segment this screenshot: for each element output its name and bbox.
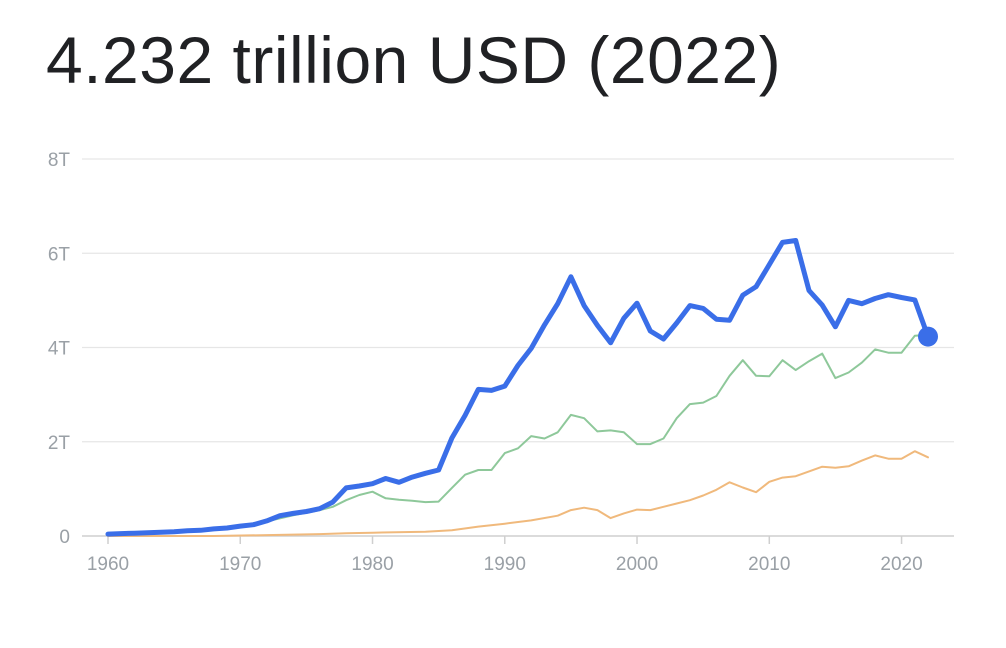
x-tick-label: 1960 [87, 554, 129, 575]
series-line-tertiary [107, 450, 929, 537]
x-tick-label: 1970 [219, 554, 261, 575]
x-tick-label: 1990 [484, 554, 526, 575]
x-tick-label: 2000 [616, 554, 658, 575]
chart-headline: 4.232 trillion USD (2022) [46, 23, 782, 97]
highlight-marker [918, 326, 938, 347]
y-tick-label: 0 [59, 527, 70, 548]
grid-lines [82, 158, 954, 544]
series-line-secondary [107, 333, 929, 536]
series-line-primary [105, 238, 931, 537]
y-tick-label: 8T [48, 150, 71, 171]
y-tick-label: 4T [48, 339, 71, 360]
series-lines [105, 238, 931, 537]
x-tick-label: 1980 [351, 554, 393, 575]
x-tick-label: 2020 [880, 554, 922, 575]
highlight-point[interactable] [918, 326, 938, 347]
y-tick-label: 2T [48, 433, 71, 454]
y-tick-label: 6T [48, 244, 71, 265]
axis-labels: 0 2T 4T 6T 8T 1960 1970 1980 1990 2000 2010 2020 [48, 150, 923, 575]
x-tick-label: 2010 [748, 554, 790, 575]
